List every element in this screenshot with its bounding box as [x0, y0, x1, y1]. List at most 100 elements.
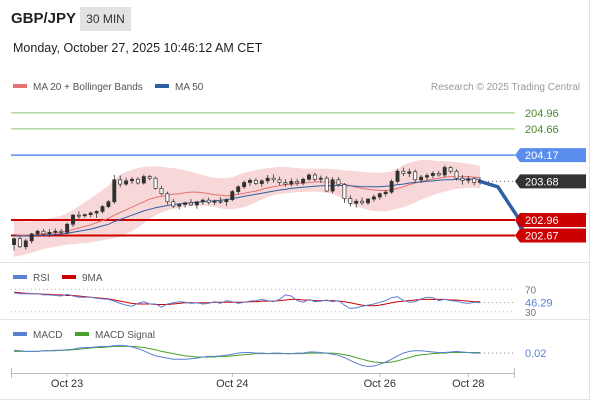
axis-tick-label: Oct 26	[364, 378, 396, 390]
rsi-reference-label: 70	[525, 285, 537, 296]
candle-body	[53, 230, 58, 233]
candle-body	[71, 214, 75, 225]
level-label: 204.66	[525, 124, 559, 136]
legend-swatch-ma20	[13, 84, 27, 88]
candle-body	[430, 173, 435, 176]
candle-body	[448, 167, 453, 172]
rsi-ma-line	[13, 291, 481, 307]
candle-body	[460, 177, 465, 181]
candle-body	[106, 201, 111, 207]
candle-body	[360, 200, 365, 204]
candle-body	[348, 198, 353, 204]
candle-body	[112, 179, 117, 203]
candle-body	[466, 178, 471, 181]
current-price-badge	[515, 174, 586, 189]
candles-layer	[12, 165, 483, 251]
timeframe-button[interactable]: 30 MIN	[80, 7, 131, 31]
candle-body	[153, 177, 158, 189]
candle-body	[47, 231, 52, 235]
time-axis-ticks: Oct 23 Oct 24 Oct 26 Oct 28	[11, 368, 515, 390]
candle-body	[124, 180, 129, 185]
candle-body	[295, 181, 300, 184]
candle-body	[436, 173, 441, 176]
candle-body	[118, 179, 123, 185]
candle-body	[389, 181, 394, 193]
candle-body	[135, 178, 140, 184]
legend-ma50: MA 50	[175, 82, 204, 93]
candle-body	[248, 179, 252, 183]
candle-body	[236, 186, 241, 192]
level-lines-layer	[11, 112, 515, 237]
macd-line	[13, 344, 481, 368]
level-label: 202.96	[525, 215, 559, 227]
candle-body	[224, 199, 229, 203]
candle-body	[324, 177, 329, 192]
bollinger-layer	[14, 160, 481, 257]
candle-body	[342, 184, 347, 199]
candle-body	[29, 233, 34, 242]
candle-body	[230, 191, 235, 200]
axis-tick-label: Oct 23	[51, 378, 83, 390]
price-labels-layer: 204.96 204.66 204.17 203.68 202.96 202.67	[515, 108, 586, 243]
candle-body	[206, 199, 211, 203]
support-badge	[515, 228, 586, 243]
candle-body	[289, 181, 294, 185]
candle-body	[265, 177, 270, 182]
resistance-badge	[515, 148, 586, 163]
candle-body	[17, 238, 22, 248]
level-label: 202.67	[525, 231, 559, 243]
current-price-label: 203.68	[525, 176, 559, 188]
candle-body	[354, 200, 359, 204]
candle-body	[35, 230, 40, 235]
bollinger-band	[14, 160, 481, 257]
candle-body	[366, 198, 370, 204]
rsi-line	[13, 292, 481, 310]
legend-rsi: RSI	[33, 273, 50, 284]
ma20-line	[13, 176, 481, 236]
candle-body	[171, 201, 176, 207]
support-badge	[515, 212, 586, 227]
candle-body	[100, 206, 105, 212]
candle-body	[318, 177, 323, 180]
candle-body	[59, 230, 64, 233]
symbol-title: GBP/JPY	[11, 10, 77, 27]
moving-average-layer	[13, 176, 481, 237]
candle-body	[271, 177, 276, 181]
candle-body	[194, 201, 199, 206]
candle-body	[183, 202, 188, 205]
candle-body	[407, 171, 412, 174]
candle-body	[189, 202, 193, 206]
candle-body	[413, 171, 418, 181]
legend-swatch-macd	[13, 332, 27, 336]
candle-body	[383, 191, 388, 195]
candle-body	[401, 170, 406, 174]
candle-body	[94, 211, 99, 214]
candle-body	[41, 230, 46, 235]
candle-body	[307, 174, 311, 180]
candle-body	[76, 214, 81, 217]
legend-swatch-macd-signal	[75, 332, 89, 336]
candle-body	[277, 179, 282, 183]
candle-body	[283, 182, 288, 185]
legend-rsi-ma: 9MA	[82, 273, 103, 284]
candle-body	[395, 170, 400, 182]
candle-body	[336, 179, 341, 185]
macd-layer: 0.02	[13, 344, 546, 368]
level-label: 204.17	[525, 150, 559, 162]
credit-text: Research © 2025 Trading Central	[431, 82, 580, 93]
candle-body	[330, 179, 335, 192]
rsi-reference-label: 30	[525, 308, 537, 319]
candle-body	[442, 167, 447, 176]
candle-body	[65, 223, 70, 233]
legend-swatch-rsi-ma	[62, 275, 76, 279]
candle-body	[147, 176, 152, 179]
legend-swatch-ma50	[155, 84, 169, 88]
candle-body	[425, 175, 429, 178]
candle-body	[377, 193, 382, 198]
candle-body	[212, 200, 217, 203]
candle-body	[253, 179, 258, 184]
axis-tick-label: Oct 24	[216, 378, 248, 390]
candle-body	[301, 178, 306, 184]
